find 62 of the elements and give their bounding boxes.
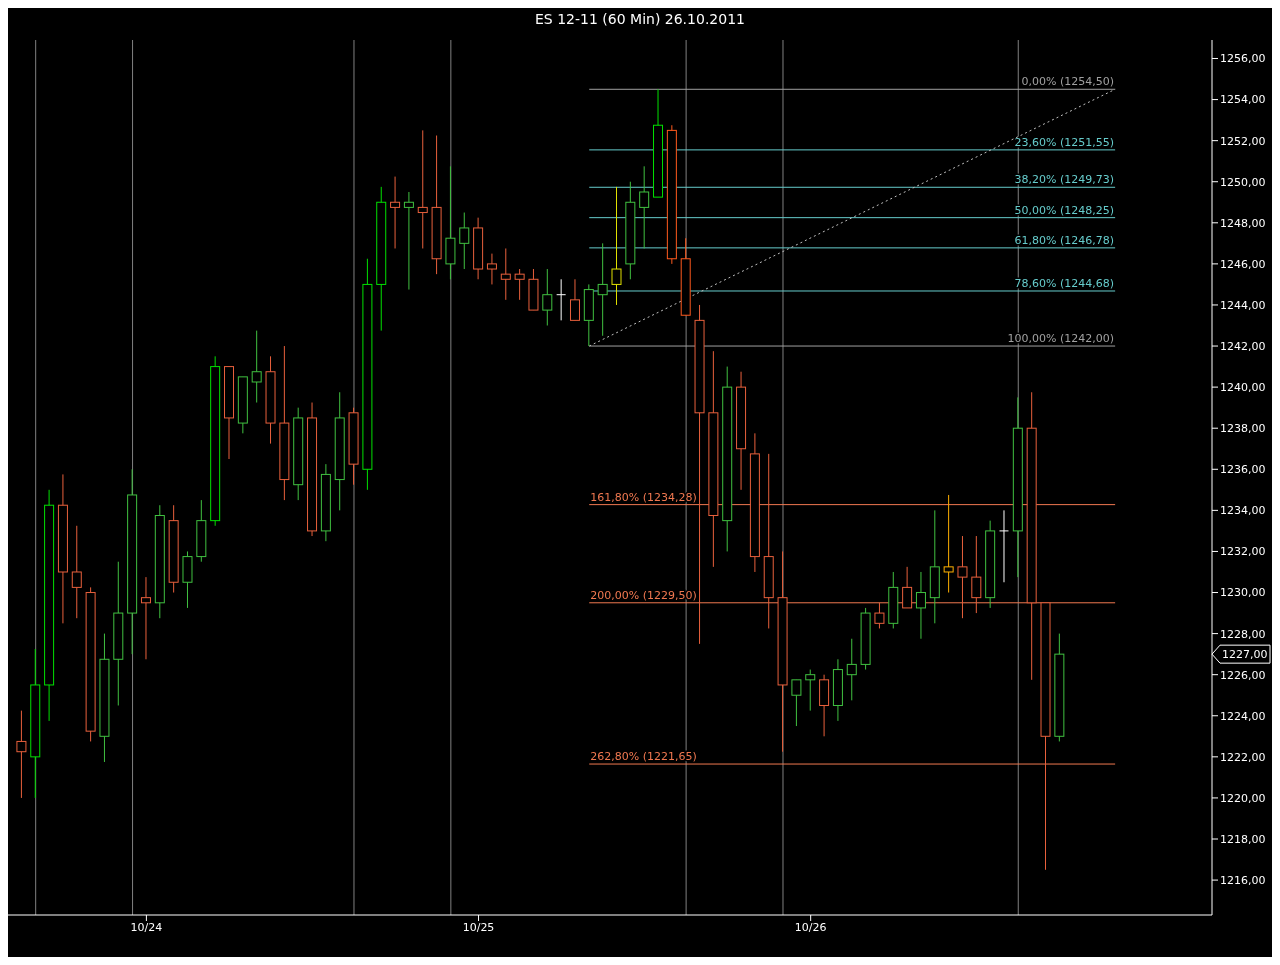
y-tick-label: 1228,00 bbox=[1220, 627, 1266, 641]
candlestick bbox=[556, 278, 567, 321]
y-tick-label: 1254,00 bbox=[1220, 93, 1266, 107]
candlestick bbox=[403, 191, 414, 291]
y-tick-label: 1216,00 bbox=[1220, 873, 1266, 887]
candlestick bbox=[486, 253, 497, 285]
candlestick bbox=[500, 247, 511, 301]
x-tick-label: 10/25 bbox=[462, 920, 495, 934]
y-tick-label: 1246,00 bbox=[1220, 257, 1266, 271]
y-tick-label: 1222,00 bbox=[1220, 750, 1266, 764]
x-tick-label: 10/24 bbox=[130, 920, 163, 934]
y-tick-label: 1234,00 bbox=[1220, 504, 1266, 518]
candlestick bbox=[251, 330, 262, 404]
ref-line-label: 262,80% (1221,65) bbox=[590, 750, 697, 764]
candlestick bbox=[915, 571, 926, 640]
candlestick bbox=[957, 535, 968, 619]
y-tick-label: 1256,00 bbox=[1220, 52, 1266, 66]
y-tick-label: 1236,00 bbox=[1220, 463, 1266, 477]
chart-title: ES 12-11 (60 Min) 26.10.2011 bbox=[534, 10, 746, 29]
candlestick bbox=[846, 638, 857, 701]
candlestick bbox=[611, 186, 622, 306]
ref-line-label: 78,60% (1244,68) bbox=[1014, 277, 1115, 290]
candlestick bbox=[902, 566, 913, 609]
candlestick bbox=[417, 129, 428, 249]
candlestick bbox=[459, 212, 470, 270]
ref-line-label: 161,80% (1234,28) bbox=[590, 490, 697, 504]
ref-line-label: 0,00% (1254,50) bbox=[1021, 75, 1115, 89]
ref-line-label: 50,00% (1248,25) bbox=[1014, 203, 1115, 217]
candlestick bbox=[390, 176, 401, 249]
y-tick-label: 1230,00 bbox=[1220, 586, 1266, 600]
y-tick-label: 1218,00 bbox=[1220, 832, 1266, 846]
y-tick-label: 1242,00 bbox=[1220, 339, 1266, 353]
candlestick bbox=[971, 535, 982, 614]
candlestick bbox=[943, 494, 954, 594]
y-tick-label: 1232,00 bbox=[1220, 545, 1266, 559]
y-tick-label: 1244,00 bbox=[1220, 298, 1266, 312]
text: 1227,00 bbox=[1222, 648, 1268, 662]
y-tick-label: 1248,00 bbox=[1220, 216, 1266, 230]
candlestick bbox=[542, 268, 553, 326]
y-tick-label: 1250,00 bbox=[1220, 175, 1266, 189]
candlestick bbox=[998, 509, 1009, 583]
candlestick bbox=[791, 679, 802, 727]
candlestick bbox=[805, 669, 816, 712]
y-tick-label: 1220,00 bbox=[1220, 791, 1266, 805]
candlestick bbox=[639, 165, 650, 249]
candlestick bbox=[569, 278, 580, 321]
candlestick bbox=[140, 576, 151, 660]
ref-line-label: 61,80% (1246,78) bbox=[1014, 233, 1115, 247]
y-tick-label: 1252,00 bbox=[1220, 134, 1266, 148]
candlestick bbox=[597, 242, 608, 337]
ref-line-label: 23,60% (1251,55) bbox=[1014, 135, 1115, 149]
ref-line-label: 200,00% (1229,50) bbox=[590, 588, 697, 602]
x-tick-label: 10/26 bbox=[794, 920, 827, 934]
candlestick bbox=[514, 268, 525, 301]
y-tick-label: 1226,00 bbox=[1220, 668, 1266, 682]
y-tick-label: 1224,00 bbox=[1220, 709, 1266, 723]
candlestick bbox=[16, 710, 27, 799]
candlestick bbox=[71, 525, 82, 619]
y-tick-label: 1240,00 bbox=[1220, 381, 1266, 395]
candlestick bbox=[874, 602, 885, 629]
ref-line-label: 38,20% (1249,73) bbox=[1014, 173, 1115, 187]
y-tick-label: 1238,00 bbox=[1220, 422, 1266, 436]
